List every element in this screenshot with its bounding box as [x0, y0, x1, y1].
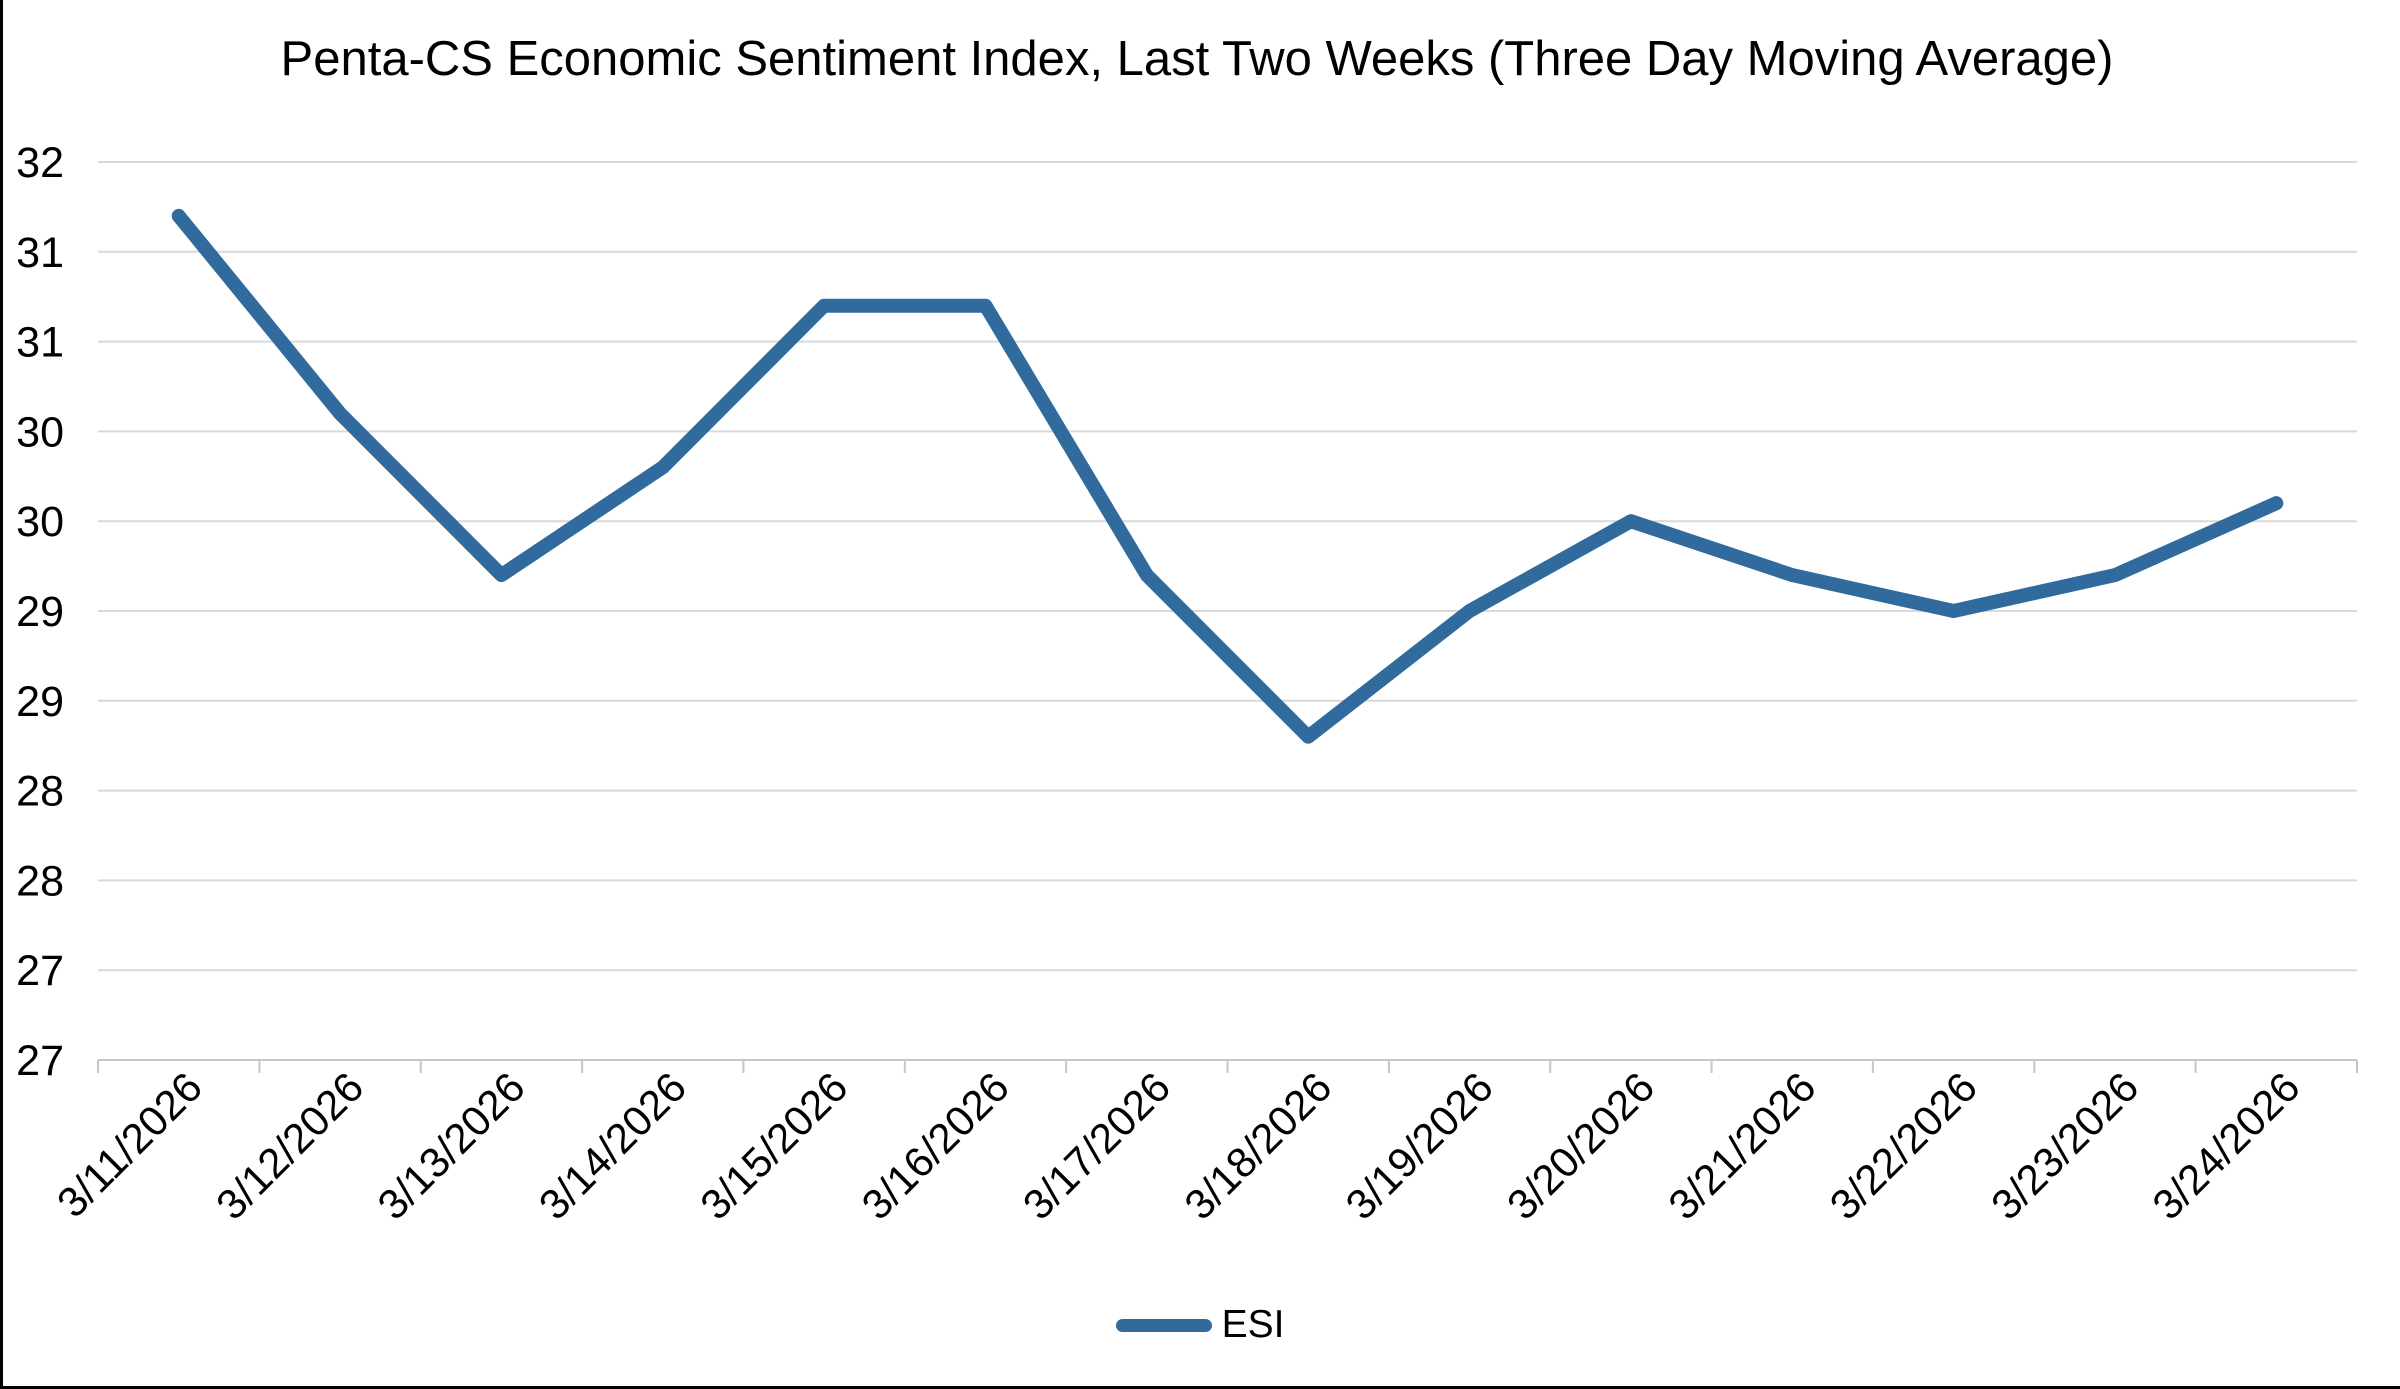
gridlines [98, 161, 2357, 1061]
x-tick-label: 3/17/2026 [1014, 1063, 1179, 1228]
y-tick-label: 27 [16, 1037, 64, 1085]
x-tick-label: 3/16/2026 [853, 1063, 1018, 1228]
x-tick-label: 3/21/2026 [1659, 1063, 1824, 1228]
x-tick-label: 3/12/2026 [207, 1063, 372, 1228]
y-tick-label: 31 [16, 319, 64, 367]
y-tick-label: 31 [16, 229, 64, 277]
y-axis-labels: 32 31 31 30 30 29 29 28 28 27 27 [16, 139, 64, 1085]
y-tick-label: 29 [16, 588, 64, 636]
legend-line-swatch [1115, 1318, 1212, 1332]
x-axis [97, 1059, 2358, 1073]
x-tick-label: 3/19/2026 [1337, 1063, 1502, 1228]
x-axis-labels: 3/11/20263/12/20263/13/20263/14/20263/15… [48, 1063, 2309, 1228]
x-tick-label: 3/13/2026 [368, 1063, 533, 1228]
y-tick-label: 30 [16, 498, 64, 546]
x-tick-label: 3/18/2026 [1175, 1063, 1340, 1228]
x-tick-label: 3/22/2026 [1821, 1063, 1986, 1228]
y-tick-label: 28 [16, 857, 64, 905]
y-tick-label: 32 [16, 139, 64, 187]
x-tick-label: 3/14/2026 [530, 1063, 695, 1228]
x-tick-label: 3/23/2026 [1982, 1063, 2147, 1228]
y-tick-label: 28 [16, 768, 64, 816]
esi-series-line [171, 208, 2284, 744]
y-tick-label: 30 [16, 408, 64, 456]
series-line-esi [171, 208, 2284, 744]
legend: ESI [0, 1303, 2400, 1347]
x-tick-label: 3/11/2026 [48, 1063, 211, 1226]
x-tick-label: 3/20/2026 [1498, 1063, 1663, 1228]
y-tick-label: 29 [16, 678, 64, 726]
legend-label: ESI [1221, 1303, 1285, 1346]
chart-title: Penta-CS Economic Sentiment Index, Last … [280, 32, 2114, 86]
x-tick-label: 3/24/2026 [2143, 1063, 2308, 1228]
y-tick-label: 27 [16, 947, 64, 995]
x-tick-label: 3/15/2026 [691, 1063, 856, 1228]
